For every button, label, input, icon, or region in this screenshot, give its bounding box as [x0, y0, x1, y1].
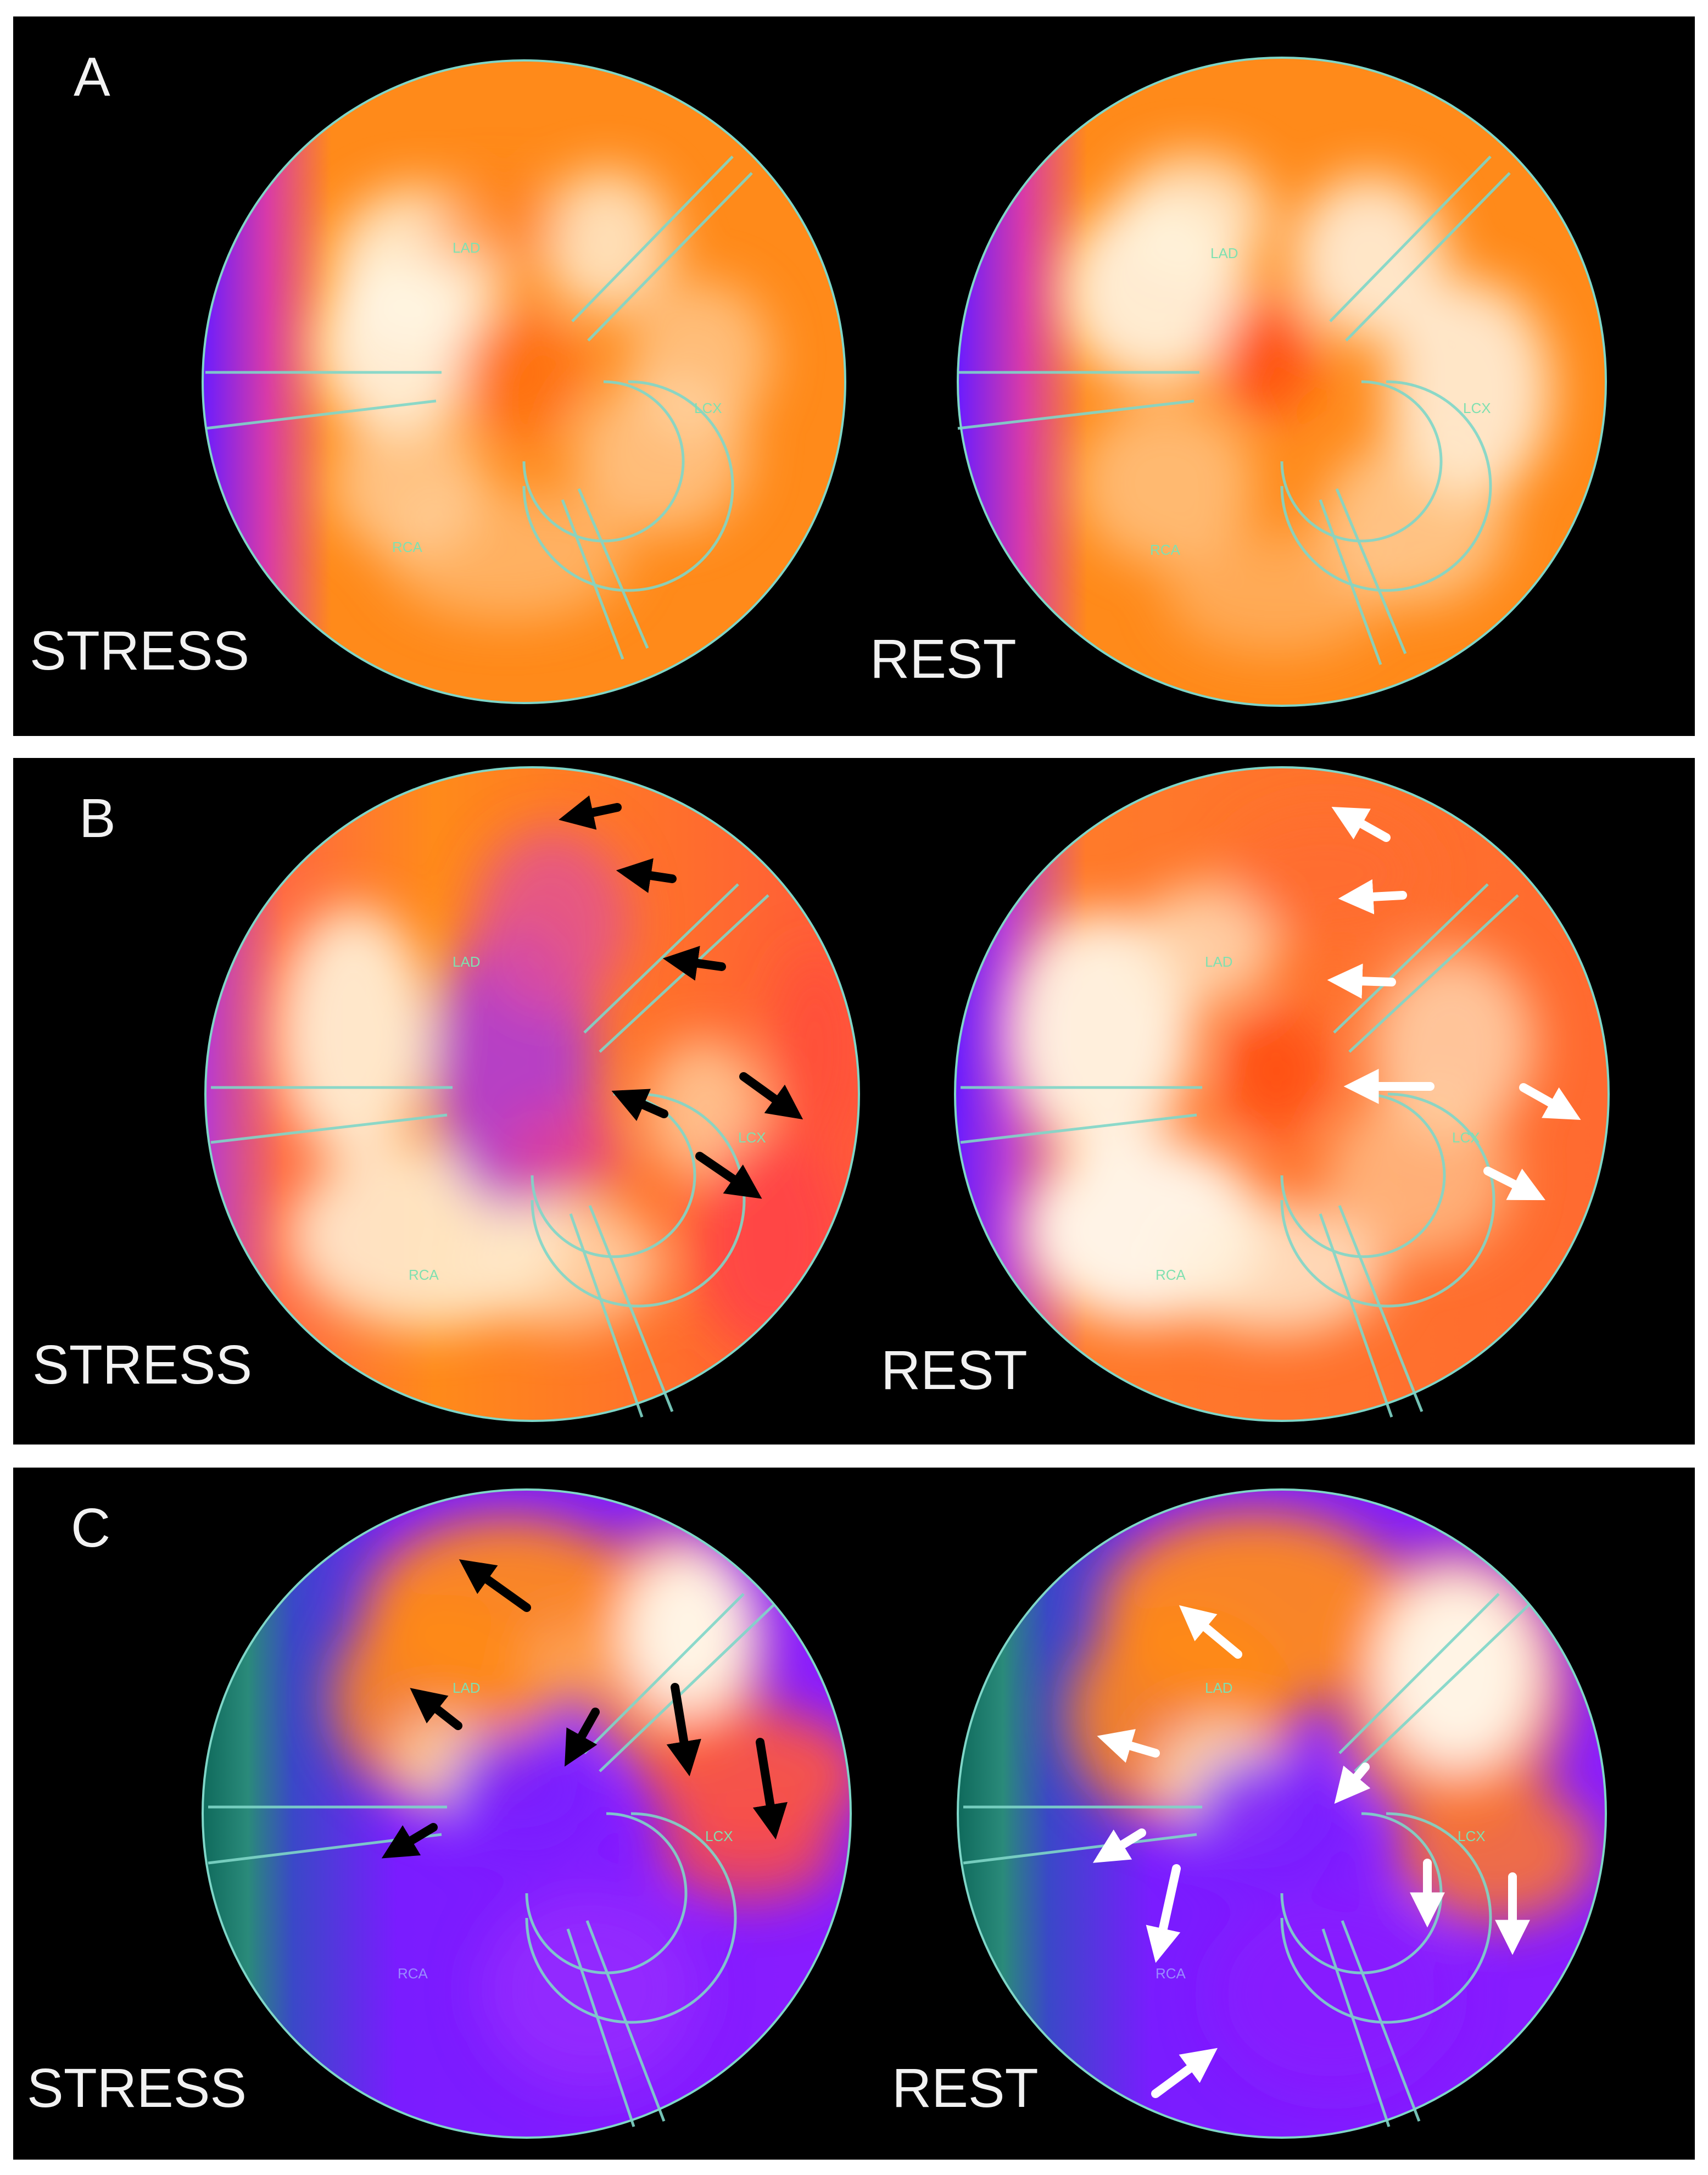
arrow-3: [1092, 1828, 1146, 1863]
arrows-stress-b: [559, 795, 803, 1199]
panel-b: LAD LCX RCA: [13, 758, 1695, 1445]
arrow-5: [1334, 1763, 1371, 1804]
territory-label-lcx: LCX: [1452, 1129, 1480, 1146]
arrow-2: [1338, 879, 1407, 914]
arrow-2: [410, 1688, 462, 1730]
polar-map-rest-a: LAD LCX RCA: [957, 57, 1607, 707]
polar-map-stress-b: LAD LCX RCA: [204, 766, 860, 1422]
territory-label-lad: LAD: [453, 239, 481, 256]
arrow-2: [616, 858, 677, 893]
polar-map-rest-b: LAD LCX RCA: [954, 766, 1610, 1422]
territory-label-lad: LAD: [1210, 245, 1238, 261]
territory-label-lcx: LCX: [1458, 1828, 1486, 1844]
territory-label-lad: LAD: [453, 953, 481, 970]
arrow-6: [1483, 1167, 1545, 1201]
arrow-5: [752, 1738, 788, 1840]
territory-label-rca: RCA: [398, 1965, 428, 1982]
arrow-4: [1146, 1864, 1181, 1963]
arrow-3: [565, 1708, 600, 1767]
arrow-1: [559, 795, 622, 830]
territory-label-rca: RCA: [1150, 542, 1181, 558]
territory-label-lcx: LCX: [694, 400, 722, 416]
arrow-5: [1519, 1083, 1581, 1120]
panel-c-canvas: LAD LCX RCA: [202, 1488, 1607, 2139]
panel-letter-c: C: [71, 1497, 111, 1559]
rest-label: REST: [870, 628, 1017, 690]
territory-label-rca: RCA: [1156, 1267, 1186, 1283]
arrow-6: [381, 1823, 438, 1859]
territory-label-lad: LAD: [1205, 953, 1233, 970]
arrows-rest-b: [1327, 807, 1581, 1201]
territory-label-rca: RCA: [409, 1267, 439, 1283]
rest-label: REST: [892, 2057, 1039, 2119]
rest-label: REST: [881, 1340, 1028, 1401]
arrow-1: [459, 1559, 531, 1612]
arrow-3: [662, 946, 726, 981]
arrow-8: [1151, 2048, 1218, 2098]
arrow-1: [1179, 1605, 1242, 1659]
arrow-1: [1331, 807, 1391, 842]
panel-c: LAD LCX RCA: [13, 1468, 1695, 2160]
territory-label-rca: RCA: [392, 539, 423, 555]
panel-a-canvas: LAD LCX RCA: [202, 57, 1607, 707]
polar-map-stress-a: LAD LCX RCA: [202, 59, 846, 704]
panel-letter-b: B: [79, 788, 116, 849]
arrow-6: [695, 1152, 762, 1199]
stress-label: STRESS: [27, 2057, 247, 2119]
territory-label-lcx: LCX: [705, 1828, 733, 1844]
territory-label-lad: LAD: [453, 1680, 481, 1696]
arrow-5: [739, 1072, 803, 1120]
arrow-2: [1097, 1729, 1160, 1763]
panel-a: LAD LCX RCA: [13, 16, 1695, 736]
territory-label-lad: LAD: [1205, 1680, 1233, 1696]
arrow-4: [611, 1089, 668, 1122]
arrow-3: [1327, 963, 1396, 999]
territory-label-rca: RCA: [1156, 1965, 1186, 1982]
panel-letter-a: A: [74, 46, 110, 108]
polar-map-stress-c: LAD LCX RCA: [202, 1488, 852, 2139]
arrow-4: [666, 1683, 701, 1777]
arrows-rest-c: [1092, 1605, 1530, 2098]
arrows-stress-c: [381, 1559, 788, 1859]
territory-label-lcx: LCX: [1463, 400, 1491, 416]
territory-label-lcx: LCX: [738, 1129, 766, 1146]
stress-label: STRESS: [30, 620, 250, 682]
panel-b-canvas: LAD LCX RCA: [204, 766, 1610, 1422]
polar-map-rest-c: LAD LCX RCA: [957, 1488, 1607, 2139]
stress-label: STRESS: [32, 1334, 253, 1396]
